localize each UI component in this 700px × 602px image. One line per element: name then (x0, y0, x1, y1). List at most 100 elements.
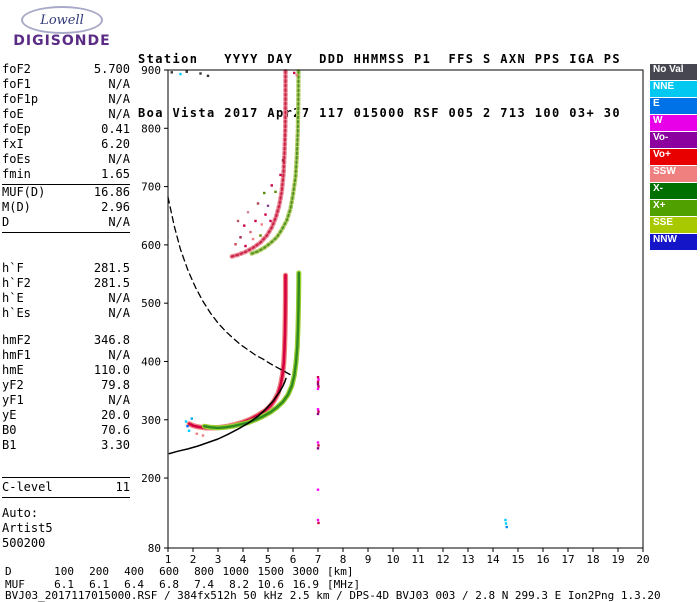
parameter-group: MUF(D) 16.86 M(D) 2.96 D N/A (2, 185, 130, 233)
noise-point (269, 219, 272, 223)
noise-point (316, 412, 320, 416)
trace-f2-x-mode-2nd-hop (250, 70, 300, 255)
distance-value: 400 (124, 565, 144, 578)
parameter-row: M(D) 2.96 (2, 200, 130, 215)
noise-point (170, 71, 173, 74)
parameter-value: N/A (108, 291, 130, 305)
parameter-row: foF1p N/A (2, 92, 130, 107)
parameter-value: 11 (115, 480, 130, 494)
trace-f2-o-mode-2nd-hop (230, 70, 287, 258)
distance-muf-table: D 100 200 400 600 800 1000 1500 3000 [km] MUF 6.1 6.… (5, 565, 360, 591)
legend-item: NNE (650, 81, 697, 97)
y-tick-label: 700 (141, 181, 161, 194)
legend-item: NNW (650, 234, 697, 250)
parameter-row: hmF1 N/A (2, 348, 130, 363)
parameter-value: 110.0 (93, 363, 130, 377)
y-tick-label: 800 (141, 122, 161, 135)
parameter-value: N/A (108, 92, 130, 106)
parameter-row: fxI 6.20 (2, 137, 130, 152)
noise-point (201, 434, 205, 437)
distance-value: 100 (54, 565, 74, 578)
distance-unit: [MHz] (327, 578, 361, 591)
noise-point (263, 191, 266, 195)
parameter-label: hmE (2, 363, 24, 377)
noise-point (317, 378, 320, 381)
parameter-label: foF1p (2, 92, 39, 106)
x-tick-label: 5 (265, 553, 272, 566)
noise-point (316, 382, 320, 386)
parameter-value: 1.65 (101, 167, 130, 181)
parameter-label: fxI (2, 137, 24, 151)
distance-row-label: D (5, 565, 12, 578)
distance-unit: [km] (327, 565, 354, 578)
noise-point (264, 213, 267, 216)
parameter-label: foEs (2, 152, 31, 166)
parameter-label: h`Es (2, 306, 31, 320)
parameter-value: 79.8 (101, 378, 130, 392)
parameter-label: C-level (2, 480, 53, 494)
parameter-row: h`F 281.5 (2, 261, 130, 276)
parameter-value: N/A (108, 107, 130, 121)
trace-halo (249, 69, 301, 256)
noise-point (190, 417, 193, 420)
trace-true-height-profile (168, 377, 287, 455)
noise-point (239, 236, 242, 239)
legend-item: SSE (650, 217, 697, 233)
parameter-label: foF1 (2, 77, 31, 91)
parameter-row: foEs N/A (2, 152, 130, 167)
x-tick-label: 8 (340, 553, 347, 566)
parameter-value: N/A (108, 393, 130, 407)
x-tick-label: 12 (436, 553, 449, 566)
y-tick-label: 600 (141, 239, 161, 252)
parameter-value: 281.5 (93, 261, 130, 275)
parameter-label: D (2, 215, 10, 229)
legend-item: SSW (650, 166, 697, 182)
parameter-label: foE (2, 107, 24, 121)
legend-item: X- (650, 183, 697, 199)
noise-point (234, 243, 237, 246)
noise-point (281, 159, 285, 162)
noise-point (504, 518, 507, 522)
noise-point (266, 204, 270, 208)
status-line: BVJ03_2017117015000.RSF / 384fx512h 50 k… (5, 589, 661, 602)
parameter-value: N/A (108, 152, 130, 166)
distance-value: 200 (89, 565, 109, 578)
parameter-row: h`Es N/A (2, 306, 130, 321)
noise-point (179, 72, 182, 76)
x-tick-label: 11 (411, 553, 424, 566)
parameter-row: hmE 110.0 (2, 363, 130, 378)
distance-value: 10.6 (257, 578, 285, 591)
x-tick-label: 18 (586, 553, 599, 566)
x-tick-label: 2 (190, 553, 197, 566)
noise-point (274, 190, 277, 194)
parameter-value: 5.700 (93, 62, 130, 76)
parameter-label: h`F2 (2, 276, 31, 290)
noise-point (251, 237, 255, 241)
lowell-logo-oval: Lowell (21, 6, 103, 34)
noise-point (316, 447, 320, 450)
y-tick-label: 200 (141, 472, 161, 485)
legend-item: No Val (650, 64, 697, 80)
distance-value: 800 (194, 565, 214, 578)
x-tick-label: 3 (215, 553, 222, 566)
parameter-value: 281.5 (93, 276, 130, 290)
parameter-row: B1 3.30 (2, 438, 130, 453)
noise-point (195, 432, 198, 435)
autoscaling-info-line: 500200 (2, 536, 46, 550)
distance-value: 16.9 (292, 578, 320, 591)
noise-point (279, 173, 282, 177)
distance-value: 600 (159, 565, 179, 578)
y-tick-label: 900 (141, 64, 161, 77)
noise-point (260, 223, 263, 226)
x-tick-label: 15 (511, 553, 524, 566)
noise-point (184, 420, 188, 423)
x-tick-label: 7 (315, 553, 322, 566)
legend-item: X+ (650, 200, 697, 216)
parameter-value: N/A (108, 348, 130, 362)
noise-point (316, 376, 320, 379)
legend-item: W (650, 115, 697, 131)
parameter-label: h`F (2, 261, 24, 275)
x-tick-label: 4 (240, 553, 247, 566)
parameter-row: yF2 79.8 (2, 378, 130, 393)
